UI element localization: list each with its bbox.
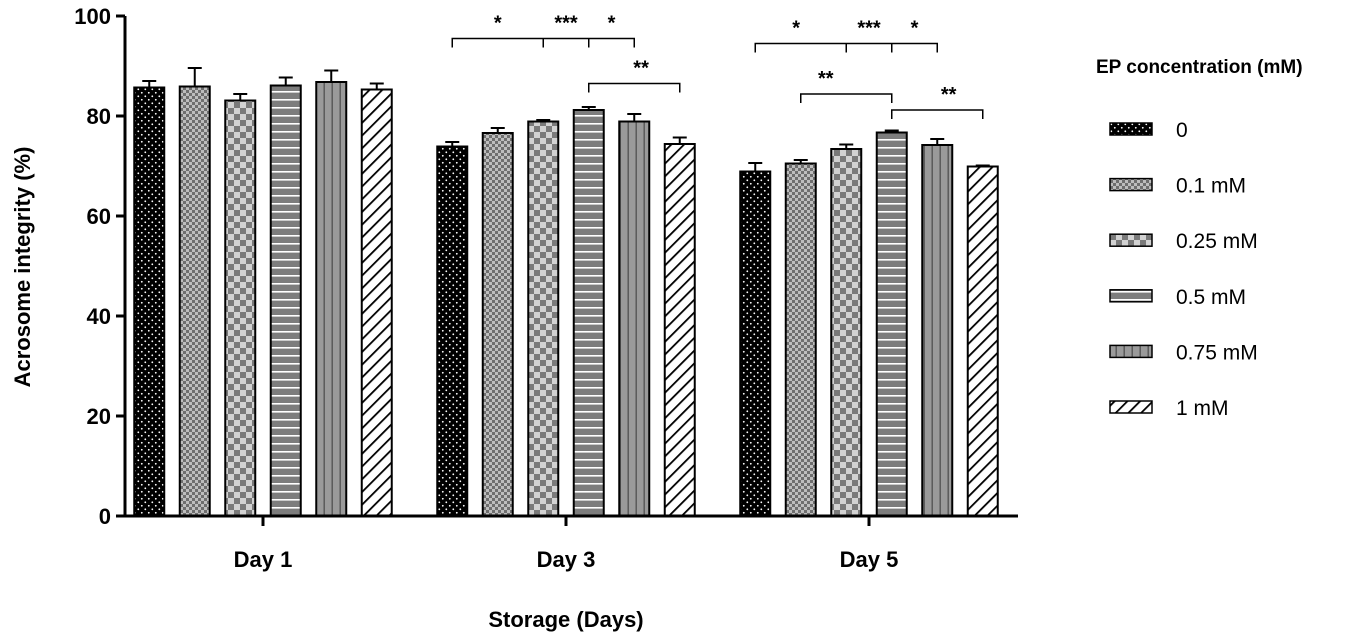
y-tick-label: 0 (99, 504, 111, 529)
significance-label: ** (633, 58, 649, 80)
significance-label: ** (818, 68, 834, 90)
legend-item: 0 (1109, 119, 1188, 142)
significance-label: *** (857, 18, 881, 40)
legend-label: 1 mM (1176, 397, 1229, 420)
legend-swatch (1109, 177, 1153, 192)
legend-item: 0.25 mM (1109, 230, 1258, 253)
legend-swatch (1109, 344, 1153, 359)
significance-label: *** (554, 13, 578, 35)
bar (739, 170, 772, 517)
legend-label: 0.1 mM (1176, 175, 1246, 198)
bar (360, 88, 393, 517)
significance-bracket: ** (891, 84, 984, 119)
legend-label: 0.75 mM (1176, 341, 1258, 364)
bar (921, 144, 954, 517)
legend-label: 0.25 mM (1176, 230, 1258, 253)
bracket-line (891, 109, 984, 119)
y-tick-label: 20 (87, 404, 111, 429)
significance-bracket: * *** * (451, 13, 635, 48)
bar (875, 131, 908, 517)
y-tick-label: 60 (87, 204, 111, 229)
y-tick-label: 100 (74, 4, 111, 29)
legend-item: 0.1 mM (1109, 175, 1246, 198)
bar (618, 120, 651, 517)
bar (663, 143, 696, 517)
y-tick-label: 80 (87, 104, 111, 129)
legend-swatch (1109, 233, 1153, 247)
bar (269, 84, 302, 517)
bar (830, 148, 863, 517)
legend-title: EP concentration (mM) (1096, 57, 1303, 78)
legend-item: 1 mM (1109, 397, 1229, 420)
legend-swatch (1109, 122, 1153, 136)
significance-bracket: ** (800, 68, 893, 103)
bar (527, 120, 560, 517)
bar (436, 145, 469, 517)
legend-swatch (1109, 289, 1153, 303)
x-axis-title: Storage (Days) (488, 607, 643, 632)
x-tick-label: Day 3 (537, 547, 596, 572)
legend: 0 0.1 mM 0.25 mM 0.5 mM 0.75 mM 1 mM (1109, 119, 1258, 420)
y-axis-title: Acrosome integrity (%) (10, 147, 35, 388)
legend-label: 0.5 mM (1176, 286, 1246, 309)
x-tick-label: Day 5 (840, 547, 899, 572)
significance-label: * (494, 13, 502, 35)
significance-bracket: ** (588, 58, 681, 93)
legend-item: 0.5 mM (1109, 286, 1246, 309)
bracket-line (800, 93, 893, 103)
x-tick-label: Day 1 (234, 547, 293, 572)
y-tick-label: 40 (87, 304, 111, 329)
bar (178, 85, 211, 517)
bar (133, 86, 166, 517)
bar (966, 165, 999, 517)
bar (572, 109, 605, 517)
significance-bracket: * *** * (754, 18, 938, 53)
significance-label: * (792, 18, 800, 40)
significance-label: * (911, 18, 919, 40)
bracket-line (588, 82, 681, 93)
legend-swatch (1109, 400, 1153, 414)
legend-item: 0.75 mM (1109, 341, 1258, 364)
bar (784, 162, 817, 517)
significance-label: ** (941, 84, 957, 106)
legend-label: 0 (1176, 119, 1188, 142)
bar (315, 81, 348, 517)
bar (224, 99, 257, 517)
significance-label: * (608, 13, 616, 35)
bar (481, 132, 514, 517)
